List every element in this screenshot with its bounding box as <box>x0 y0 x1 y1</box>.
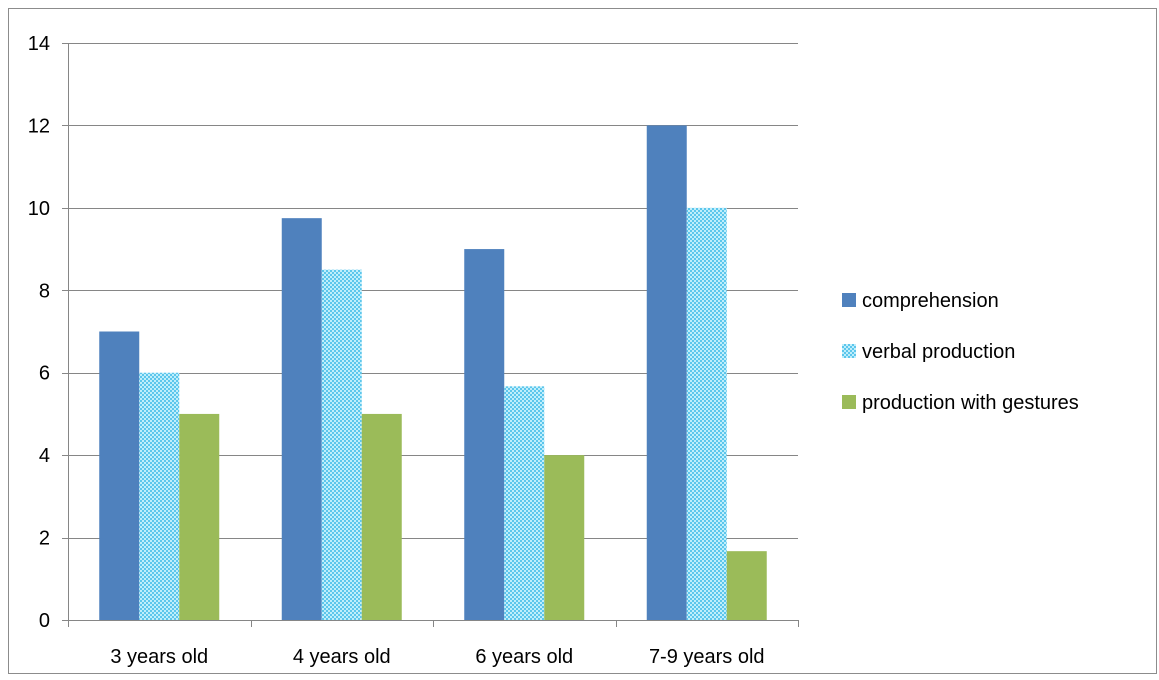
y-tick-label: 8 <box>39 280 50 302</box>
y-tick-label: 14 <box>28 33 50 55</box>
x-axis-tick-labels: 3 years old 4 years old 6 years old 7-9 yea… <box>110 646 764 668</box>
bar-production-with-gestures-4 <box>726 551 767 620</box>
bar-verbal-production-4 <box>686 207 727 620</box>
bar-comprehension-2 <box>281 218 322 621</box>
x-tick-label: 7-9 years old <box>649 646 765 668</box>
x-tick-label: 3 years old <box>110 646 208 668</box>
y-tick-label: 0 <box>39 610 50 632</box>
x-tick-label: 4 years old <box>293 646 391 668</box>
legend-label: verbal production <box>862 341 1015 363</box>
bar-comprehension-1 <box>99 331 140 620</box>
legend-swatch <box>842 293 856 307</box>
bar-verbal-production-2 <box>321 269 362 620</box>
bar-production-with-gestures-1 <box>179 413 220 620</box>
y-tick-label: 4 <box>39 445 50 467</box>
bar-comprehension-4 <box>646 125 687 620</box>
bar-production-with-gestures-3 <box>544 455 585 620</box>
bar-verbal-production-1 <box>139 372 180 620</box>
legend: comprehension verbal production production… <box>842 290 1079 414</box>
bar-comprehension-3 <box>464 249 505 621</box>
legend-label: comprehension <box>862 290 999 312</box>
bar-verbal-production-3 <box>504 386 545 620</box>
chart-border <box>8 8 1157 674</box>
bar-production-with-gestures-2 <box>361 413 402 620</box>
y-axis-tick-labels: 0 2 4 6 8 10 12 14 <box>28 33 50 632</box>
legend-swatch <box>842 395 856 409</box>
y-tick-label: 6 <box>39 363 50 385</box>
y-tick-label: 2 <box>39 528 50 550</box>
axes <box>62 43 799 627</box>
legend-label: production with gestures <box>862 392 1079 414</box>
x-tick-label: 6 years old <box>475 646 573 668</box>
bars <box>99 125 767 621</box>
y-tick-label: 10 <box>28 198 50 220</box>
y-tick-label: 12 <box>28 115 50 137</box>
legend-swatch <box>842 344 856 358</box>
